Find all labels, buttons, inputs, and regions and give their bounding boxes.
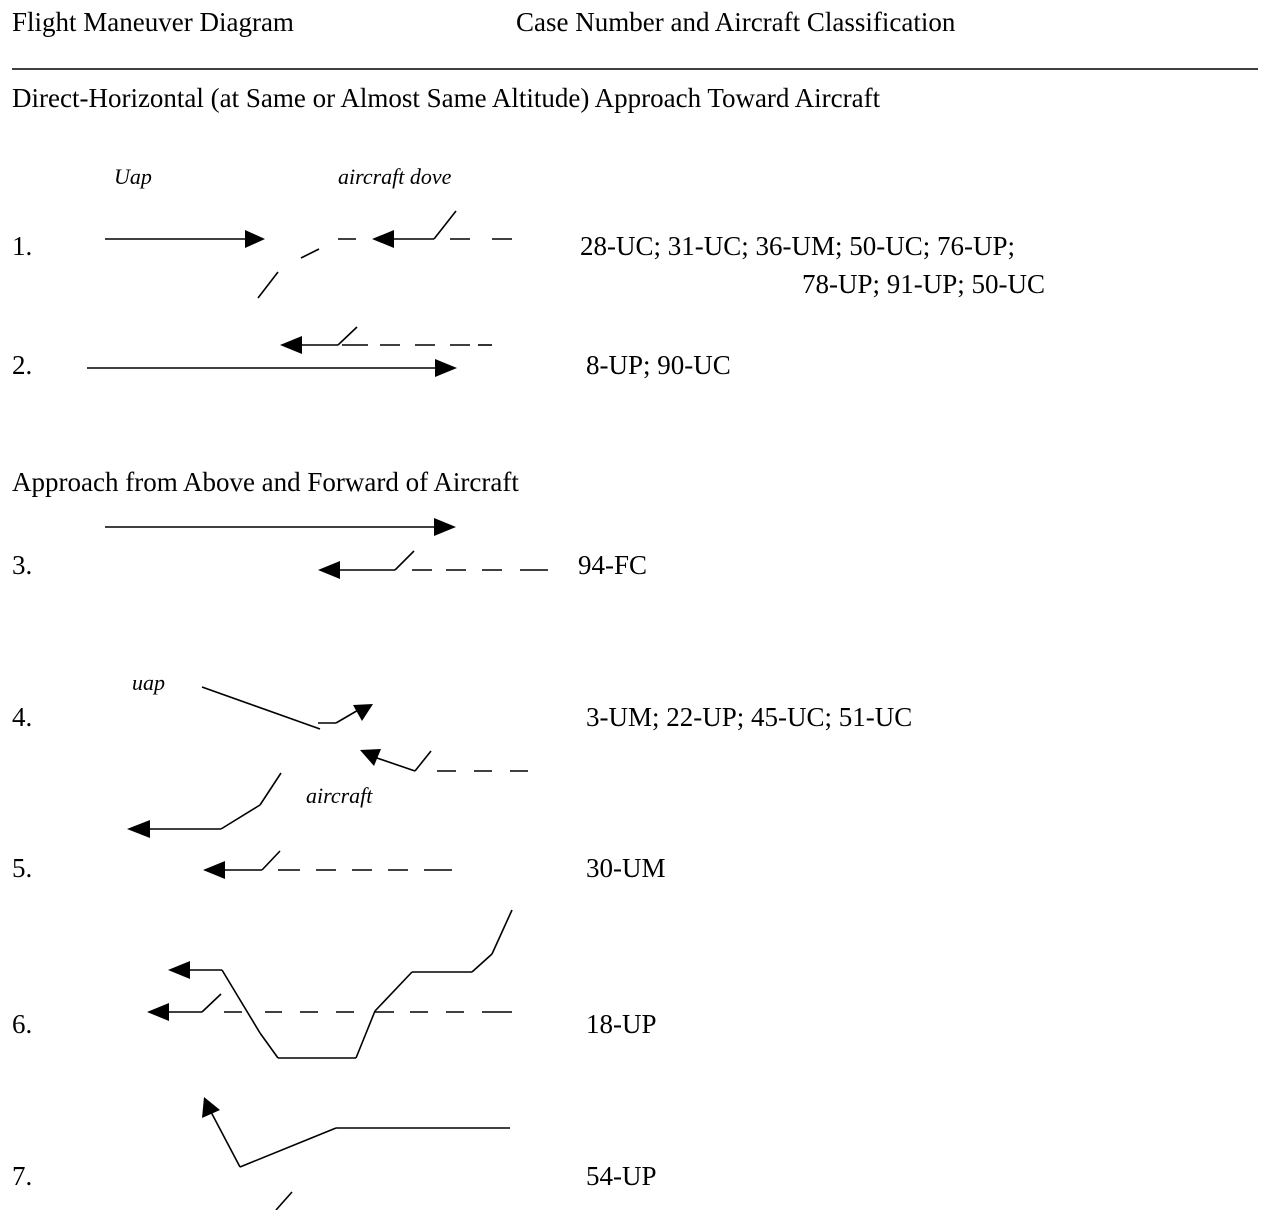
item-5-uap-path (146, 772, 282, 830)
item-number-5: 5. (12, 853, 33, 883)
section-heading-above-forward: Approach from Above and Forward of Aircr… (12, 467, 519, 497)
item-7-uap-arrowhead (202, 1097, 220, 1118)
item-3-aircraft-arrowhead (318, 561, 340, 579)
item-1-aircraft-arrowhead (372, 230, 394, 248)
item-number-1: 1. (12, 231, 33, 261)
item-5-cases: 30-UM (586, 853, 666, 883)
header-right-title: Case Number and Aircraft Classification (516, 7, 956, 37)
item-5-aircraft-arrowhead (203, 861, 225, 879)
item-4-aircraft-path (373, 750, 528, 772)
item-2-cases: 8-UP; 90-UC (586, 350, 731, 380)
item-1-cases-line2: 78-UP; 91-UP; 50-UC (802, 269, 1046, 299)
item-2-uap-arrowhead (435, 359, 457, 377)
item-7-uap-path (210, 1111, 510, 1168)
item-number-2: 2. (12, 350, 33, 380)
item-4-cases: 3-UM; 22-UP; 45-UC; 51-UC (586, 702, 913, 732)
item-4-uap-arrowhead (353, 704, 373, 721)
item-4-uap-path (201, 686, 361, 730)
item-6-uap-path (186, 909, 513, 1059)
header-left-title: Flight Maneuver Diagram (12, 7, 294, 37)
item-3-cases: 94-FC (578, 550, 648, 580)
item-6-aircraft-path (166, 993, 512, 1013)
item-1-aircraft-path (257, 210, 512, 299)
item-number-7: 7. (12, 1161, 33, 1191)
aircraft-label: aircraft (306, 783, 373, 808)
item-6-uap-arrowhead (168, 961, 190, 979)
item-1-cases-line1: 28-UC; 31-UC; 36-UM; 50-UC; 76-UP; (580, 231, 1016, 261)
section-heading-direct-horizontal: Direct-Horizontal (at Same or Almost Sam… (12, 83, 881, 113)
item-1-uap-arrowhead (245, 230, 265, 248)
item-number-4: 4. (12, 702, 33, 732)
item-7-aircraft-path (275, 1191, 293, 1210)
item-5-uap-arrowhead (127, 820, 150, 838)
item-2-aircraft-path (296, 326, 492, 346)
item-7-cases: 54-UP (586, 1161, 657, 1191)
item-2-aircraft-arrowhead (280, 336, 302, 354)
uap-label: Uap (114, 164, 152, 189)
uap-label-lower: uap (132, 670, 165, 695)
item-3-uap-arrowhead (434, 518, 456, 536)
item-3-aircraft-path (336, 550, 548, 571)
item-number-3: 3. (12, 550, 33, 580)
item-6-aircraft-arrowhead (147, 1003, 169, 1021)
item-4-aircraft-arrowhead (360, 749, 381, 766)
aircraft-dove-label: aircraft dove (338, 164, 452, 189)
item-6-cases: 18-UP (586, 1009, 657, 1039)
item-5-aircraft-path (220, 850, 452, 871)
item-number-6: 6. (12, 1009, 33, 1039)
